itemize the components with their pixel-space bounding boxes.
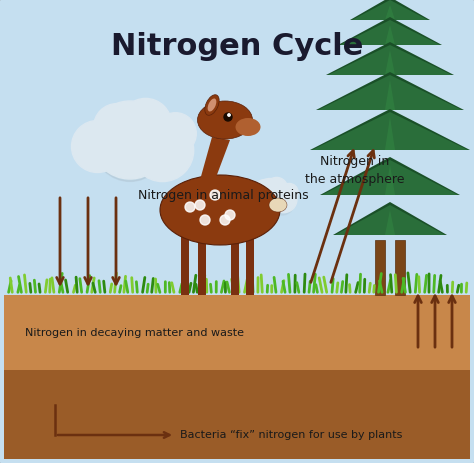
FancyArrowPatch shape [104, 281, 105, 292]
Polygon shape [385, 50, 395, 75]
Circle shape [195, 200, 205, 210]
Circle shape [220, 215, 230, 225]
FancyArrowPatch shape [143, 277, 145, 292]
FancyArrowPatch shape [87, 275, 90, 292]
FancyArrowPatch shape [466, 283, 467, 292]
Circle shape [130, 119, 187, 176]
Polygon shape [385, 25, 395, 45]
FancyArrowPatch shape [282, 281, 284, 292]
Polygon shape [338, 17, 442, 45]
FancyArrowPatch shape [189, 283, 191, 292]
FancyArrowPatch shape [193, 275, 196, 292]
FancyBboxPatch shape [4, 370, 470, 459]
FancyArrowPatch shape [172, 283, 174, 292]
FancyArrowPatch shape [391, 275, 392, 292]
Bar [181, 225, 189, 295]
Polygon shape [340, 20, 440, 45]
FancyArrowPatch shape [331, 150, 374, 282]
FancyArrowPatch shape [93, 283, 95, 292]
Ellipse shape [160, 175, 280, 245]
Ellipse shape [269, 198, 287, 212]
FancyArrowPatch shape [113, 198, 119, 284]
FancyArrowPatch shape [283, 282, 285, 292]
FancyArrowPatch shape [434, 275, 435, 292]
Polygon shape [385, 117, 395, 150]
Circle shape [271, 186, 297, 213]
Circle shape [228, 114, 230, 116]
FancyArrowPatch shape [337, 283, 338, 292]
Bar [4, 370, 470, 459]
Circle shape [200, 215, 210, 225]
Circle shape [225, 210, 235, 220]
FancyArrowPatch shape [249, 277, 250, 292]
FancyArrowPatch shape [297, 282, 299, 292]
FancyArrowPatch shape [432, 296, 438, 347]
Circle shape [224, 113, 232, 121]
Polygon shape [352, 0, 428, 20]
Bar [198, 225, 206, 295]
Circle shape [93, 104, 140, 150]
Polygon shape [320, 157, 460, 195]
Circle shape [155, 113, 196, 154]
Circle shape [93, 109, 166, 181]
Circle shape [255, 185, 285, 215]
FancyArrowPatch shape [252, 276, 253, 292]
Polygon shape [328, 45, 452, 75]
FancyArrowPatch shape [324, 277, 327, 292]
FancyArrowPatch shape [158, 284, 160, 292]
FancyArrowPatch shape [132, 278, 133, 292]
FancyArrowPatch shape [99, 281, 100, 292]
Text: Nitrogen in
the atmosphere: Nitrogen in the atmosphere [305, 155, 405, 186]
Circle shape [281, 183, 298, 201]
FancyArrowPatch shape [110, 284, 112, 292]
FancyArrowPatch shape [402, 279, 404, 292]
Circle shape [210, 190, 220, 200]
Circle shape [131, 119, 194, 181]
FancyArrowPatch shape [34, 280, 36, 292]
FancyArrowPatch shape [196, 284, 197, 292]
Polygon shape [318, 75, 462, 110]
Polygon shape [310, 109, 470, 150]
Polygon shape [385, 80, 395, 110]
FancyArrowPatch shape [314, 274, 315, 292]
Circle shape [185, 202, 195, 212]
FancyArrowPatch shape [124, 276, 126, 292]
FancyArrowPatch shape [408, 273, 410, 292]
FancyArrowPatch shape [349, 285, 350, 292]
FancyArrowPatch shape [18, 276, 21, 292]
Polygon shape [322, 160, 458, 195]
Ellipse shape [205, 95, 219, 115]
Circle shape [255, 180, 274, 200]
FancyArrowPatch shape [425, 275, 427, 292]
Circle shape [78, 122, 125, 169]
FancyArrowPatch shape [18, 285, 19, 292]
FancyArrowPatch shape [440, 281, 442, 292]
FancyArrowPatch shape [52, 278, 54, 292]
FancyArrowPatch shape [379, 274, 381, 292]
FancyArrowPatch shape [341, 282, 343, 292]
FancyArrowPatch shape [59, 274, 62, 292]
Circle shape [72, 120, 124, 173]
FancyArrowPatch shape [261, 275, 262, 292]
FancyArrowPatch shape [388, 280, 391, 292]
FancyArrowPatch shape [57, 198, 64, 284]
FancyArrowPatch shape [289, 275, 290, 292]
Bar [4, 295, 470, 370]
Polygon shape [316, 72, 464, 110]
FancyArrowPatch shape [115, 273, 116, 292]
FancyArrowPatch shape [380, 281, 382, 292]
Circle shape [91, 101, 169, 179]
FancyArrowPatch shape [319, 278, 322, 292]
Polygon shape [312, 112, 468, 150]
Text: Nitrogen Cycle: Nitrogen Cycle [111, 32, 363, 61]
FancyArrowPatch shape [152, 278, 153, 292]
Polygon shape [335, 205, 445, 235]
Circle shape [245, 187, 267, 209]
Circle shape [248, 190, 268, 210]
FancyArrowPatch shape [126, 281, 128, 292]
Text: Bacteria “fix” nitrogen for use by plants: Bacteria “fix” nitrogen for use by plant… [180, 430, 402, 440]
FancyArrowPatch shape [311, 150, 355, 282]
Text: Nitrogen in decaying matter and waste: Nitrogen in decaying matter and waste [25, 328, 244, 338]
FancyArrowPatch shape [85, 198, 91, 284]
